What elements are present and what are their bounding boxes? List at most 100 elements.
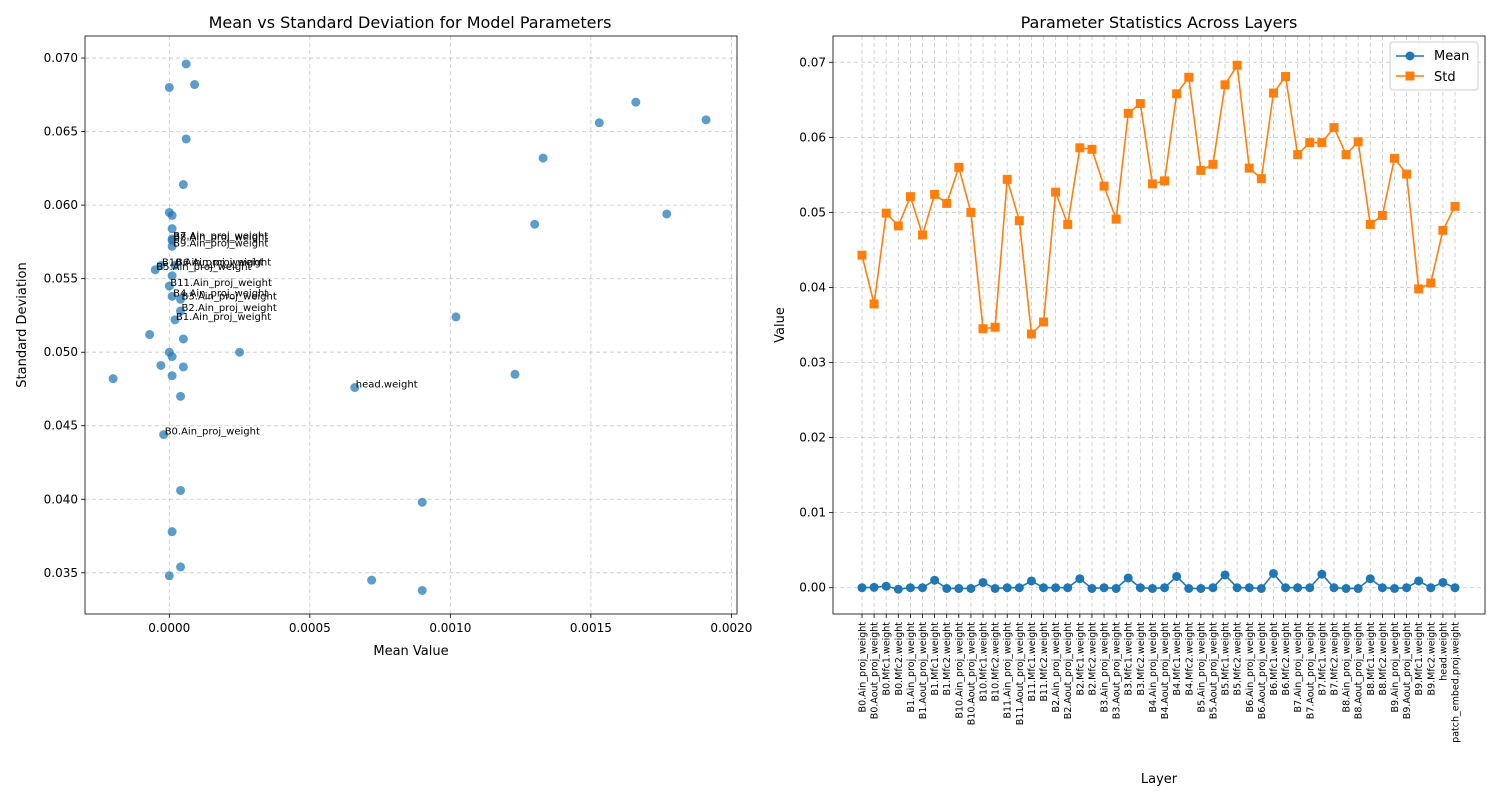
line-x-tick-label: B4.Aout_proj_weight xyxy=(1160,622,1171,719)
series-point-std xyxy=(869,299,879,309)
series-point-mean xyxy=(1329,583,1339,593)
line-x-tick-label: B0.Ain_proj_weight xyxy=(858,622,869,713)
line-x-tick-label: B7.Ain_proj_weight xyxy=(1293,622,1304,713)
line-x-tick-label: B2.Mfc2.weight xyxy=(1087,622,1098,696)
series-point-mean xyxy=(1438,577,1448,587)
series-point-std xyxy=(1208,159,1218,169)
line-x-label: Layer xyxy=(1141,772,1178,787)
series-point-mean xyxy=(1039,583,1049,593)
series-point-std xyxy=(881,208,891,218)
series-point-mean xyxy=(1063,583,1073,593)
scatter-point xyxy=(181,59,191,69)
scatter-point xyxy=(235,347,245,357)
series-point-mean xyxy=(893,584,903,594)
series-point-std xyxy=(1353,137,1363,147)
scatter-point xyxy=(662,209,672,219)
series-point-std xyxy=(1135,99,1145,109)
scatter-point-label: B4.Ain_proj_weight xyxy=(173,288,268,299)
line-x-tick-label: B9.Ain_proj_weight xyxy=(1390,622,1401,713)
series-point-mean xyxy=(1402,583,1412,593)
line-x-tick-label: B6.Aout_proj_weight xyxy=(1257,622,1268,719)
scatter-x-tick-label: 0.0010 xyxy=(429,621,471,635)
scatter-point xyxy=(176,294,186,304)
series-point-std xyxy=(930,189,940,199)
series-point-std xyxy=(1196,165,1206,175)
series-point-std xyxy=(1389,153,1399,163)
series-point-std xyxy=(1293,150,1303,160)
line-x-tick-label: B3.Aout_proj_weight xyxy=(1112,622,1123,719)
series-point-std xyxy=(954,162,964,172)
scatter-point-label: B3.Ain_proj_weight xyxy=(182,291,277,302)
series-point-std xyxy=(1220,80,1230,90)
series-point-mean xyxy=(1111,583,1121,593)
series-point-mean xyxy=(1220,570,1230,580)
series-point-std xyxy=(1063,219,1073,229)
scatter-point xyxy=(156,360,166,370)
scatter-point xyxy=(167,241,177,251)
scatter-point xyxy=(167,291,177,301)
scatter-y-tick-label: 0.035 xyxy=(44,566,78,580)
series-point-std xyxy=(1099,181,1109,191)
scatter-point-label: B5.Ain_proj_weight xyxy=(156,262,251,273)
series-point-std xyxy=(1232,60,1242,70)
scatter-point xyxy=(178,334,188,344)
line-chart: Parameter Statistics Across Layers B0.Ai… xyxy=(773,13,1486,787)
scatter-x-tick-label: 0.0015 xyxy=(570,621,612,635)
series-point-mean xyxy=(978,577,988,587)
scatter-chart: Mean vs Standard Deviation for Model Par… xyxy=(15,13,752,659)
series-point-mean xyxy=(905,583,915,593)
line-x-tick-label: B3.Mfc1.weight xyxy=(1124,622,1135,696)
line-y-ticks: 0.00 0.01 0.02 0.03 0.04 0.05 0.06 0.07 xyxy=(799,55,833,595)
series-point-mean xyxy=(881,581,891,591)
series-point-std xyxy=(1147,179,1157,189)
scatter-point-label: B9.Ain_proj_weight xyxy=(173,238,268,249)
scatter-point xyxy=(417,585,427,595)
scatter-title: Mean vs Standard Deviation for Model Par… xyxy=(209,13,612,32)
series-point-std xyxy=(990,322,1000,332)
line-x-tick-label: B1.Mfc2.weight xyxy=(942,622,953,696)
scatter-point xyxy=(176,562,186,572)
scatter-x-tick-label: 0.0005 xyxy=(289,621,331,635)
scatter-y-tick-label: 0.040 xyxy=(44,492,78,506)
series-point-mean xyxy=(1014,583,1024,593)
line-x-tick-label: B4.Ain_proj_weight xyxy=(1148,622,1159,713)
line-y-tick-label: 0.01 xyxy=(799,506,826,520)
series-point-std xyxy=(893,221,903,231)
scatter-x-tick-label: 0.0000 xyxy=(148,621,190,635)
scatter-point xyxy=(167,224,177,234)
line-x-tick-label: B10.Aout_proj_weight xyxy=(966,622,977,725)
series-point-std xyxy=(1014,216,1024,226)
legend-mean-marker xyxy=(1405,51,1415,61)
series-point-std xyxy=(1281,72,1291,82)
scatter-point xyxy=(167,352,177,362)
line-x-tick-label: B10.Mfc1.weight xyxy=(979,622,990,702)
series-point-std xyxy=(1256,174,1266,184)
scatter-point xyxy=(176,391,186,401)
scatter-point xyxy=(164,571,174,581)
line-x-tick-label: B1.Mfc1.weight xyxy=(930,622,941,696)
series-point-mean xyxy=(954,583,964,593)
series-point-mean xyxy=(1196,583,1206,593)
line-x-tick-label: B9.Mfc2.weight xyxy=(1426,622,1437,696)
series-point-mean xyxy=(966,583,976,593)
series-point-std xyxy=(1365,219,1375,229)
scatter-point-label: B0.Ain_proj_weight xyxy=(165,427,260,438)
series-point-mean xyxy=(1026,576,1036,586)
scatter-y-label: Standard Deviation xyxy=(15,262,30,387)
scatter-point xyxy=(167,527,177,537)
scatter-point-label: B7.Ain_proj_weight xyxy=(173,231,268,242)
line-y-tick-label: 0.06 xyxy=(799,130,826,144)
scatter-point-label: B2.Ain_proj_weight xyxy=(182,303,277,314)
line-x-tick-label: B5.Aout_proj_weight xyxy=(1208,622,1219,719)
line-x-tick-label: B9.Mfc1.weight xyxy=(1414,622,1425,696)
scatter-point-label: B11.Ain_proj_weight xyxy=(170,278,272,289)
series-point-std xyxy=(1329,123,1339,133)
scatter-point-labels: B0.Ain_proj_weight B5.Ain_proj_weight B1.A… xyxy=(156,231,417,438)
line-x-tick-label: B0.Aout_proj_weight xyxy=(870,622,881,719)
line-x-tick-label: B6.Mfc2.weight xyxy=(1281,622,1292,696)
series-point-std xyxy=(1051,187,1061,197)
series-point-std xyxy=(1160,176,1170,186)
series-point-mean xyxy=(1305,583,1315,593)
scatter-point xyxy=(417,497,427,507)
series-point-std xyxy=(1002,174,1012,184)
